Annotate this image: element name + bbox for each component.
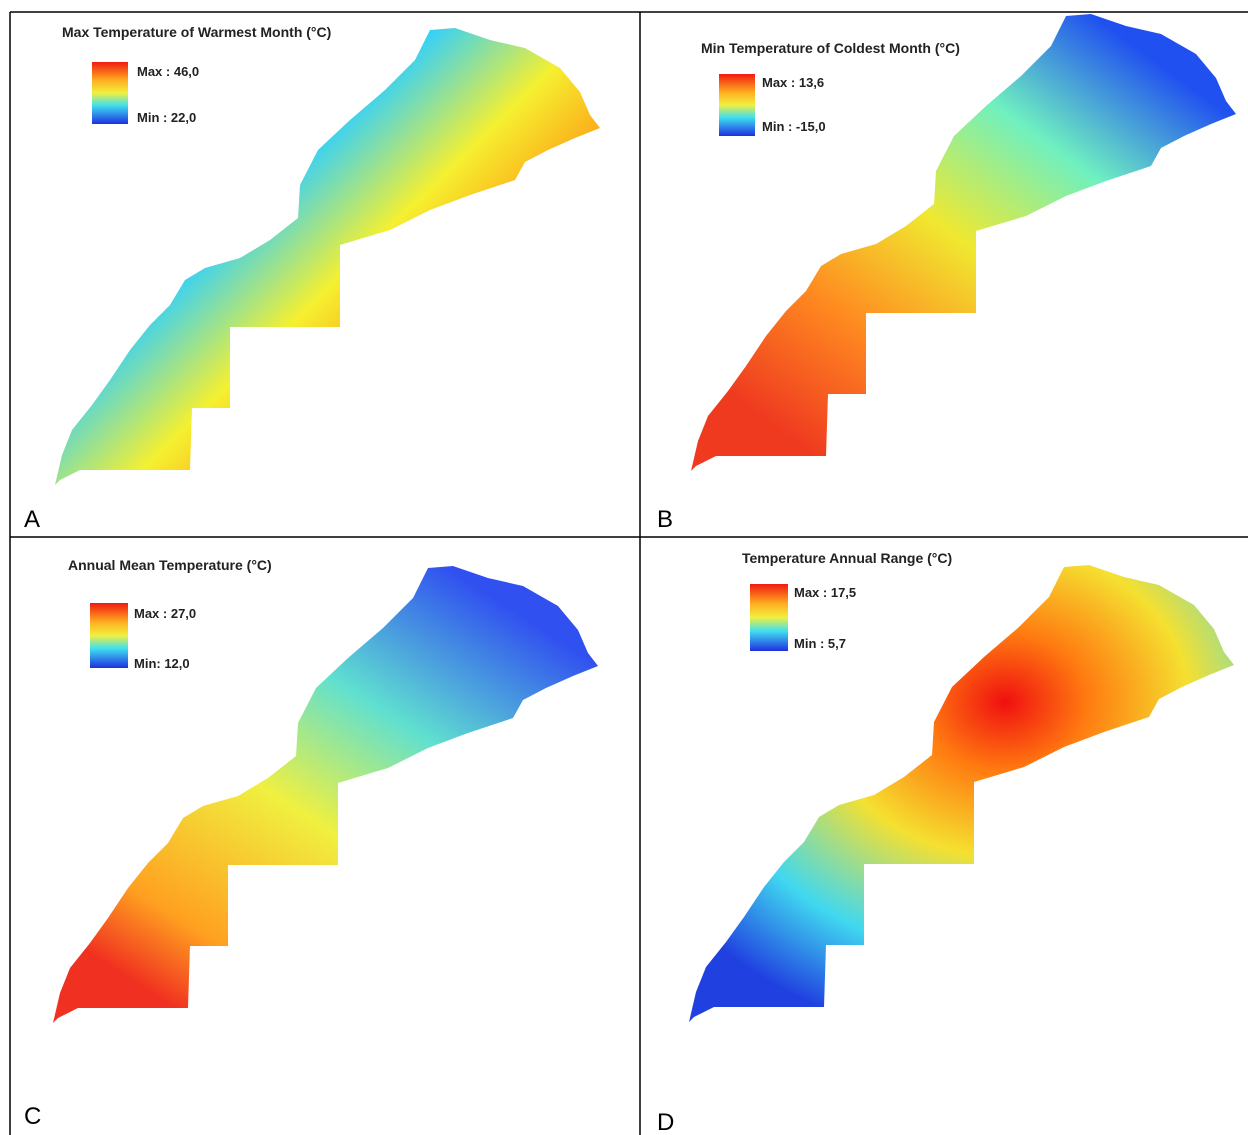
map — [55, 28, 600, 485]
legend-min: Min : 22,0 — [137, 110, 196, 125]
legend-max: Max : 46,0 — [137, 64, 199, 79]
panel-letter: C — [24, 1103, 41, 1130]
legend-min: Min : 5,7 — [794, 636, 846, 651]
panel: Temperature Annual Range (°C) Max : 17,5… — [657, 550, 1234, 1135]
panel-letter: B — [657, 506, 673, 533]
map — [53, 566, 598, 1023]
panel-letter: A — [24, 506, 40, 533]
panel: Min Temperature of Coldest Month (°C) Ma… — [657, 14, 1236, 533]
legend-max: Max : 27,0 — [134, 606, 196, 621]
panel: Max Temperature of Warmest Month (°C) Ma… — [24, 24, 600, 533]
legend-max: Max : 17,5 — [794, 585, 856, 600]
panel: Annual Mean Temperature (°C) Max : 27,0 … — [24, 557, 598, 1130]
legend-ramp — [719, 74, 755, 136]
map-title: Annual Mean Temperature (°C) — [68, 557, 272, 573]
legend-ramp — [750, 584, 788, 651]
legend-ramp — [90, 603, 128, 668]
legend-min: Min : -15,0 — [762, 119, 826, 134]
panel-letter: D — [657, 1109, 674, 1135]
map-title: Temperature Annual Range (°C) — [742, 550, 952, 566]
legend-ramp — [92, 62, 128, 124]
map-title: Min Temperature of Coldest Month (°C) — [701, 40, 960, 56]
legend-min: Min: 12,0 — [134, 656, 190, 671]
legend-max: Max : 13,6 — [762, 75, 824, 90]
map-title: Max Temperature of Warmest Month (°C) — [62, 24, 331, 40]
